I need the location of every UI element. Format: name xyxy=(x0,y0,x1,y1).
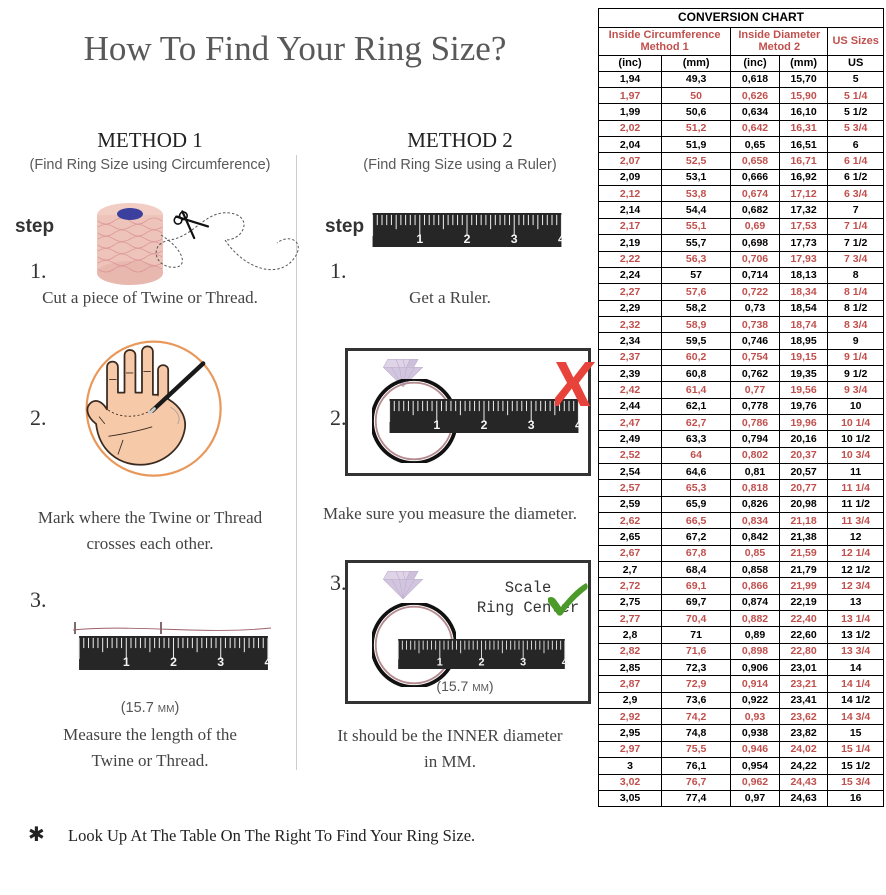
svg-text:X: X xyxy=(555,356,599,420)
